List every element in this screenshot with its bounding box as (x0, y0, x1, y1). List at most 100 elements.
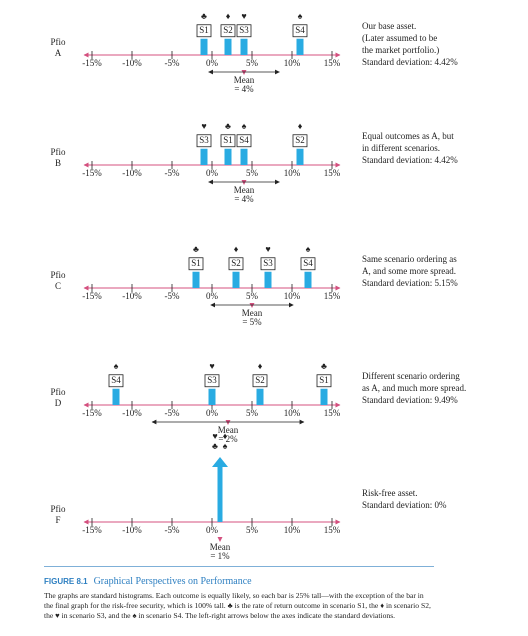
portfolio-label: Pfio (50, 270, 66, 280)
description: as A, and much more spread. (362, 383, 466, 393)
scenario-symbol: ♣ (201, 11, 207, 21)
mean-marker (217, 537, 223, 542)
scenario-symbol: ♠ (298, 11, 303, 21)
caption: FIGURE 8.1 Graphical Perspectives on Perf… (44, 566, 434, 621)
x-tick-label: 0% (206, 291, 219, 301)
description: A, and some more spread. (362, 266, 456, 276)
scenario-label: S1 (319, 375, 329, 385)
x-tick-label: -10% (122, 58, 142, 68)
bar (112, 388, 120, 405)
scenario-label: S3 (207, 375, 217, 385)
x-tick-label: 0% (206, 168, 219, 178)
x-tick-label: 5% (246, 58, 259, 68)
scenario-symbol: ♣ (225, 121, 231, 131)
scenario-box (196, 134, 212, 148)
x-tick-label: 10% (284, 58, 301, 68)
portfolio-label: Pfio (50, 147, 66, 157)
scenario-symbol: ♥ (209, 361, 214, 371)
scenario-symbol: ♣ (212, 441, 218, 451)
scenario-box (316, 374, 332, 388)
scenario-box (196, 24, 212, 38)
x-tick-label: 10% (284, 168, 301, 178)
mean-label: = 2% (218, 434, 238, 444)
scenario-label: S4 (111, 375, 121, 385)
bar (192, 271, 200, 288)
x-tick-label: 10% (284, 408, 301, 418)
scenario-label: S1 (223, 135, 233, 145)
scenario-box (204, 374, 220, 388)
bar (208, 388, 216, 405)
x-tick-label: -10% (122, 525, 142, 535)
mean-title: Mean (234, 75, 255, 85)
scenario-symbol: ♦ (223, 431, 228, 441)
scenario-box (108, 374, 124, 388)
figure-number: FIGURE 8.1 (44, 577, 88, 586)
scenario-symbol: ♦ (258, 361, 263, 371)
bar (224, 38, 232, 55)
x-tick-label: 15% (324, 525, 341, 535)
scenario-label: S3 (239, 25, 249, 35)
scenario-symbol: ♦ (298, 121, 303, 131)
scenario-symbol: ♠ (223, 441, 228, 451)
scenario-box (220, 134, 236, 148)
x-tick-label: 0% (206, 525, 219, 535)
portfolio-label: Pfio (50, 504, 66, 514)
x-tick-label: 0% (206, 408, 219, 418)
description: Standard deviation: 4.42% (362, 155, 458, 165)
scenario-symbol: ♥ (212, 431, 217, 441)
scenario-symbol: ♠ (114, 361, 119, 371)
scenario-box (292, 24, 308, 38)
portfolio-name: D (55, 398, 62, 408)
description: Standard deviation: 9.49% (362, 395, 458, 405)
scenario-box (228, 257, 244, 271)
scenario-box (188, 257, 204, 271)
mean-title: Mean (234, 185, 255, 195)
scenario-box (236, 134, 252, 148)
bar (240, 148, 248, 165)
x-tick-label: -15% (82, 168, 102, 178)
scenario-label: S3 (199, 135, 209, 145)
portfolio-label: Pfio (50, 37, 66, 47)
bar (296, 148, 304, 165)
caption-text: The graphs are standard histograms. Each… (44, 591, 431, 620)
x-tick-label: -10% (122, 168, 142, 178)
bar-arrow (212, 457, 228, 522)
bar (232, 271, 240, 288)
scenario-label: S1 (199, 25, 209, 35)
x-tick-label: 5% (246, 291, 259, 301)
scenario-box (260, 257, 276, 271)
bar (224, 148, 232, 165)
x-tick-label: 15% (324, 168, 341, 178)
x-tick-label: 0% (206, 58, 219, 68)
bar (320, 388, 328, 405)
figure-title: Graphical Perspectives on Performance (93, 576, 252, 587)
scenario-label: S2 (295, 135, 305, 145)
mean-title: Mean (218, 425, 239, 435)
scenario-symbol: ♦ (226, 11, 231, 21)
x-tick-label: 10% (284, 525, 301, 535)
mean-title: Mean (210, 542, 231, 552)
x-tick-label: 10% (284, 291, 301, 301)
scenario-symbol: ♥ (201, 121, 206, 131)
x-tick-label: -15% (82, 291, 102, 301)
x-tick-label: -5% (165, 408, 180, 418)
description: Standard deviation: 0% (362, 500, 447, 510)
scenario-symbol: ♣ (193, 244, 199, 254)
x-tick-label: -10% (122, 291, 142, 301)
scenario-symbol: ♣ (321, 361, 327, 371)
scenario-box (292, 134, 308, 148)
bar (240, 38, 248, 55)
bar (304, 271, 312, 288)
description: Standard deviation: 4.42% (362, 57, 458, 67)
scenario-box (252, 374, 268, 388)
description: Different scenario ordering (362, 371, 460, 381)
description: in different scenarios. (362, 143, 440, 153)
portfolio-name: F (55, 515, 60, 525)
scenario-label: S4 (295, 25, 305, 35)
mean-label: = 4% (234, 84, 254, 94)
portfolio-name: B (55, 158, 61, 168)
bar (256, 388, 264, 405)
x-tick-label: -15% (82, 525, 102, 535)
